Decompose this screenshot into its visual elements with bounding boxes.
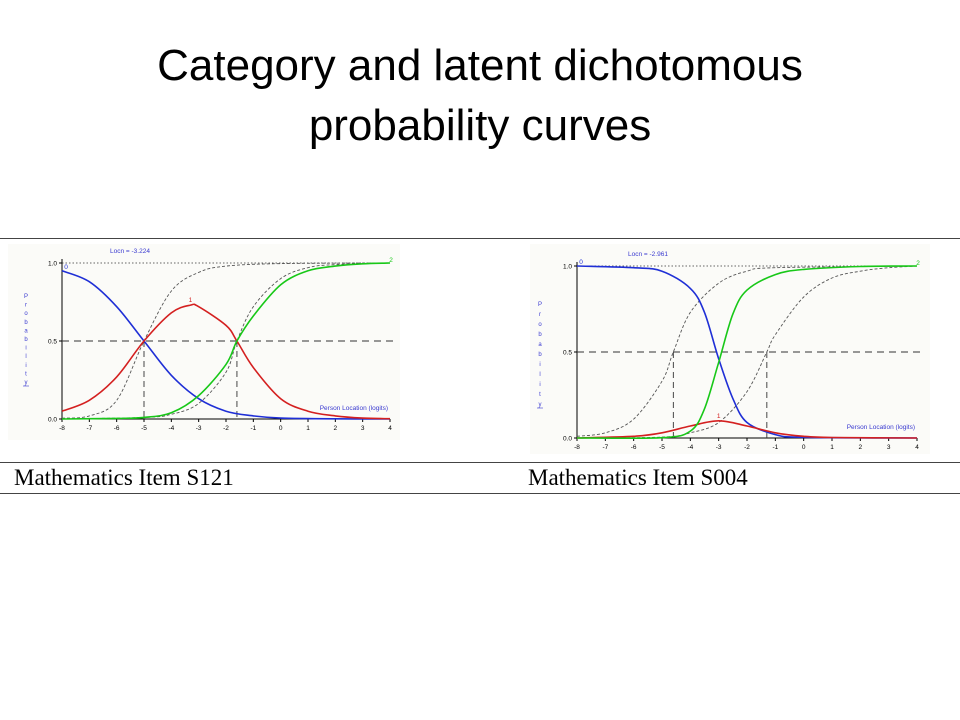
slide-title: Category and latent dichotomous probabil… xyxy=(0,36,960,156)
y-tick-label: 1.0 xyxy=(48,261,57,268)
x-tick-label: -3 xyxy=(196,425,202,432)
x-tick-label: 3 xyxy=(887,444,891,451)
x-tick-label: -4 xyxy=(687,444,693,451)
category-label-0: 0 xyxy=(579,259,583,266)
x-tick-label: -5 xyxy=(659,444,665,451)
category-label-2: 2 xyxy=(389,257,393,264)
x-tick-label: -4 xyxy=(168,425,174,432)
y-axis-title-letter: t xyxy=(25,371,27,377)
category-curve-2 xyxy=(576,265,918,440)
y-axis-title-letter: r xyxy=(25,303,27,309)
y-axis-title-letter: b xyxy=(24,320,28,326)
category-curve-2 xyxy=(61,262,391,420)
x-tick-label: 0 xyxy=(802,444,806,451)
x-tick-label: -2 xyxy=(223,425,229,432)
x-tick-label: -6 xyxy=(114,425,120,432)
x-tick-label: 1 xyxy=(830,444,834,451)
x-tick-label: -8 xyxy=(574,444,580,451)
category-label-0: 0 xyxy=(64,264,68,271)
y-axis-title-letter: r xyxy=(539,312,541,318)
category-curve-0 xyxy=(61,270,391,420)
y-axis-title-letter: a xyxy=(24,328,28,334)
y-axis-title-letter: i xyxy=(25,363,26,369)
location-label: Locn = -2.961 xyxy=(628,251,668,258)
y-axis-title-letter: t xyxy=(539,392,541,398)
category-label-1: 1 xyxy=(189,297,193,304)
y-tick-label: 0.5 xyxy=(563,350,572,357)
y-axis-title-letter: y xyxy=(25,380,28,386)
x-axis-title: Person Location (logits) xyxy=(320,405,388,412)
x-tick-label: 1 xyxy=(306,425,310,432)
y-axis-title-letter: b xyxy=(538,352,542,358)
x-tick-label: -7 xyxy=(602,444,608,451)
caption-bottom-rule xyxy=(0,493,960,494)
title-line-1: Category and latent dichotomous xyxy=(157,41,803,90)
category-label-2: 2 xyxy=(916,260,920,267)
x-tick-label: -6 xyxy=(631,444,637,451)
y-axis-title-letter: l xyxy=(539,372,540,378)
category-curve-1 xyxy=(61,303,391,420)
latent-curve-2 xyxy=(61,262,391,420)
x-tick-label: -7 xyxy=(86,425,92,432)
figure-top-rule xyxy=(0,238,960,239)
x-tick-label: -1 xyxy=(772,444,778,451)
y-axis-title-letter: o xyxy=(538,322,542,328)
x-tick-label: 3 xyxy=(361,425,365,432)
x-tick-label: -8 xyxy=(59,425,65,432)
y-axis-title-letter: i xyxy=(25,346,26,352)
chart-panel-s004-background xyxy=(530,244,930,454)
y-axis-title-letter: o xyxy=(24,311,28,317)
y-tick-label: 0.5 xyxy=(48,339,57,346)
y-tick-label: 0.0 xyxy=(48,417,57,424)
x-tick-label: 4 xyxy=(915,444,919,451)
x-tick-label: 4 xyxy=(388,425,392,432)
y-axis-title-letter: a xyxy=(538,342,542,348)
x-tick-label: -1 xyxy=(250,425,256,432)
x-axis-title: Person Location (logits) xyxy=(847,424,915,431)
y-axis-title-letter: y xyxy=(539,402,542,408)
category-label-1: 1 xyxy=(717,413,721,420)
y-tick-label: 0.0 xyxy=(563,436,572,443)
y-axis-title-letter: b xyxy=(538,332,542,338)
caption-item-s121: Mathematics Item S121 xyxy=(14,465,234,490)
y-axis-title-letter: P xyxy=(538,302,542,308)
y-axis-title-letter: i xyxy=(539,362,540,368)
location-label: Locn = -3.224 xyxy=(110,248,150,255)
x-tick-label: 2 xyxy=(859,444,863,451)
latent-curve-1 xyxy=(61,262,391,419)
caption-item-s004: Mathematics Item S004 xyxy=(528,465,748,490)
x-tick-label: -5 xyxy=(141,425,147,432)
title-line-2: probability curves xyxy=(308,101,652,150)
x-tick-label: -3 xyxy=(716,444,722,451)
caption-top-rule xyxy=(0,462,960,463)
latent-curve-1 xyxy=(576,265,918,437)
y-axis-title-letter: P xyxy=(24,294,28,300)
y-tick-label: 1.0 xyxy=(563,264,572,271)
y-axis-title-letter: l xyxy=(25,354,26,360)
y-axis-title-letter: b xyxy=(24,337,28,343)
y-axis-title-letter: i xyxy=(539,382,540,388)
x-tick-label: 0 xyxy=(279,425,283,432)
x-tick-label: -2 xyxy=(744,444,750,451)
category-curve-1 xyxy=(576,419,918,439)
x-tick-label: 2 xyxy=(334,425,338,432)
